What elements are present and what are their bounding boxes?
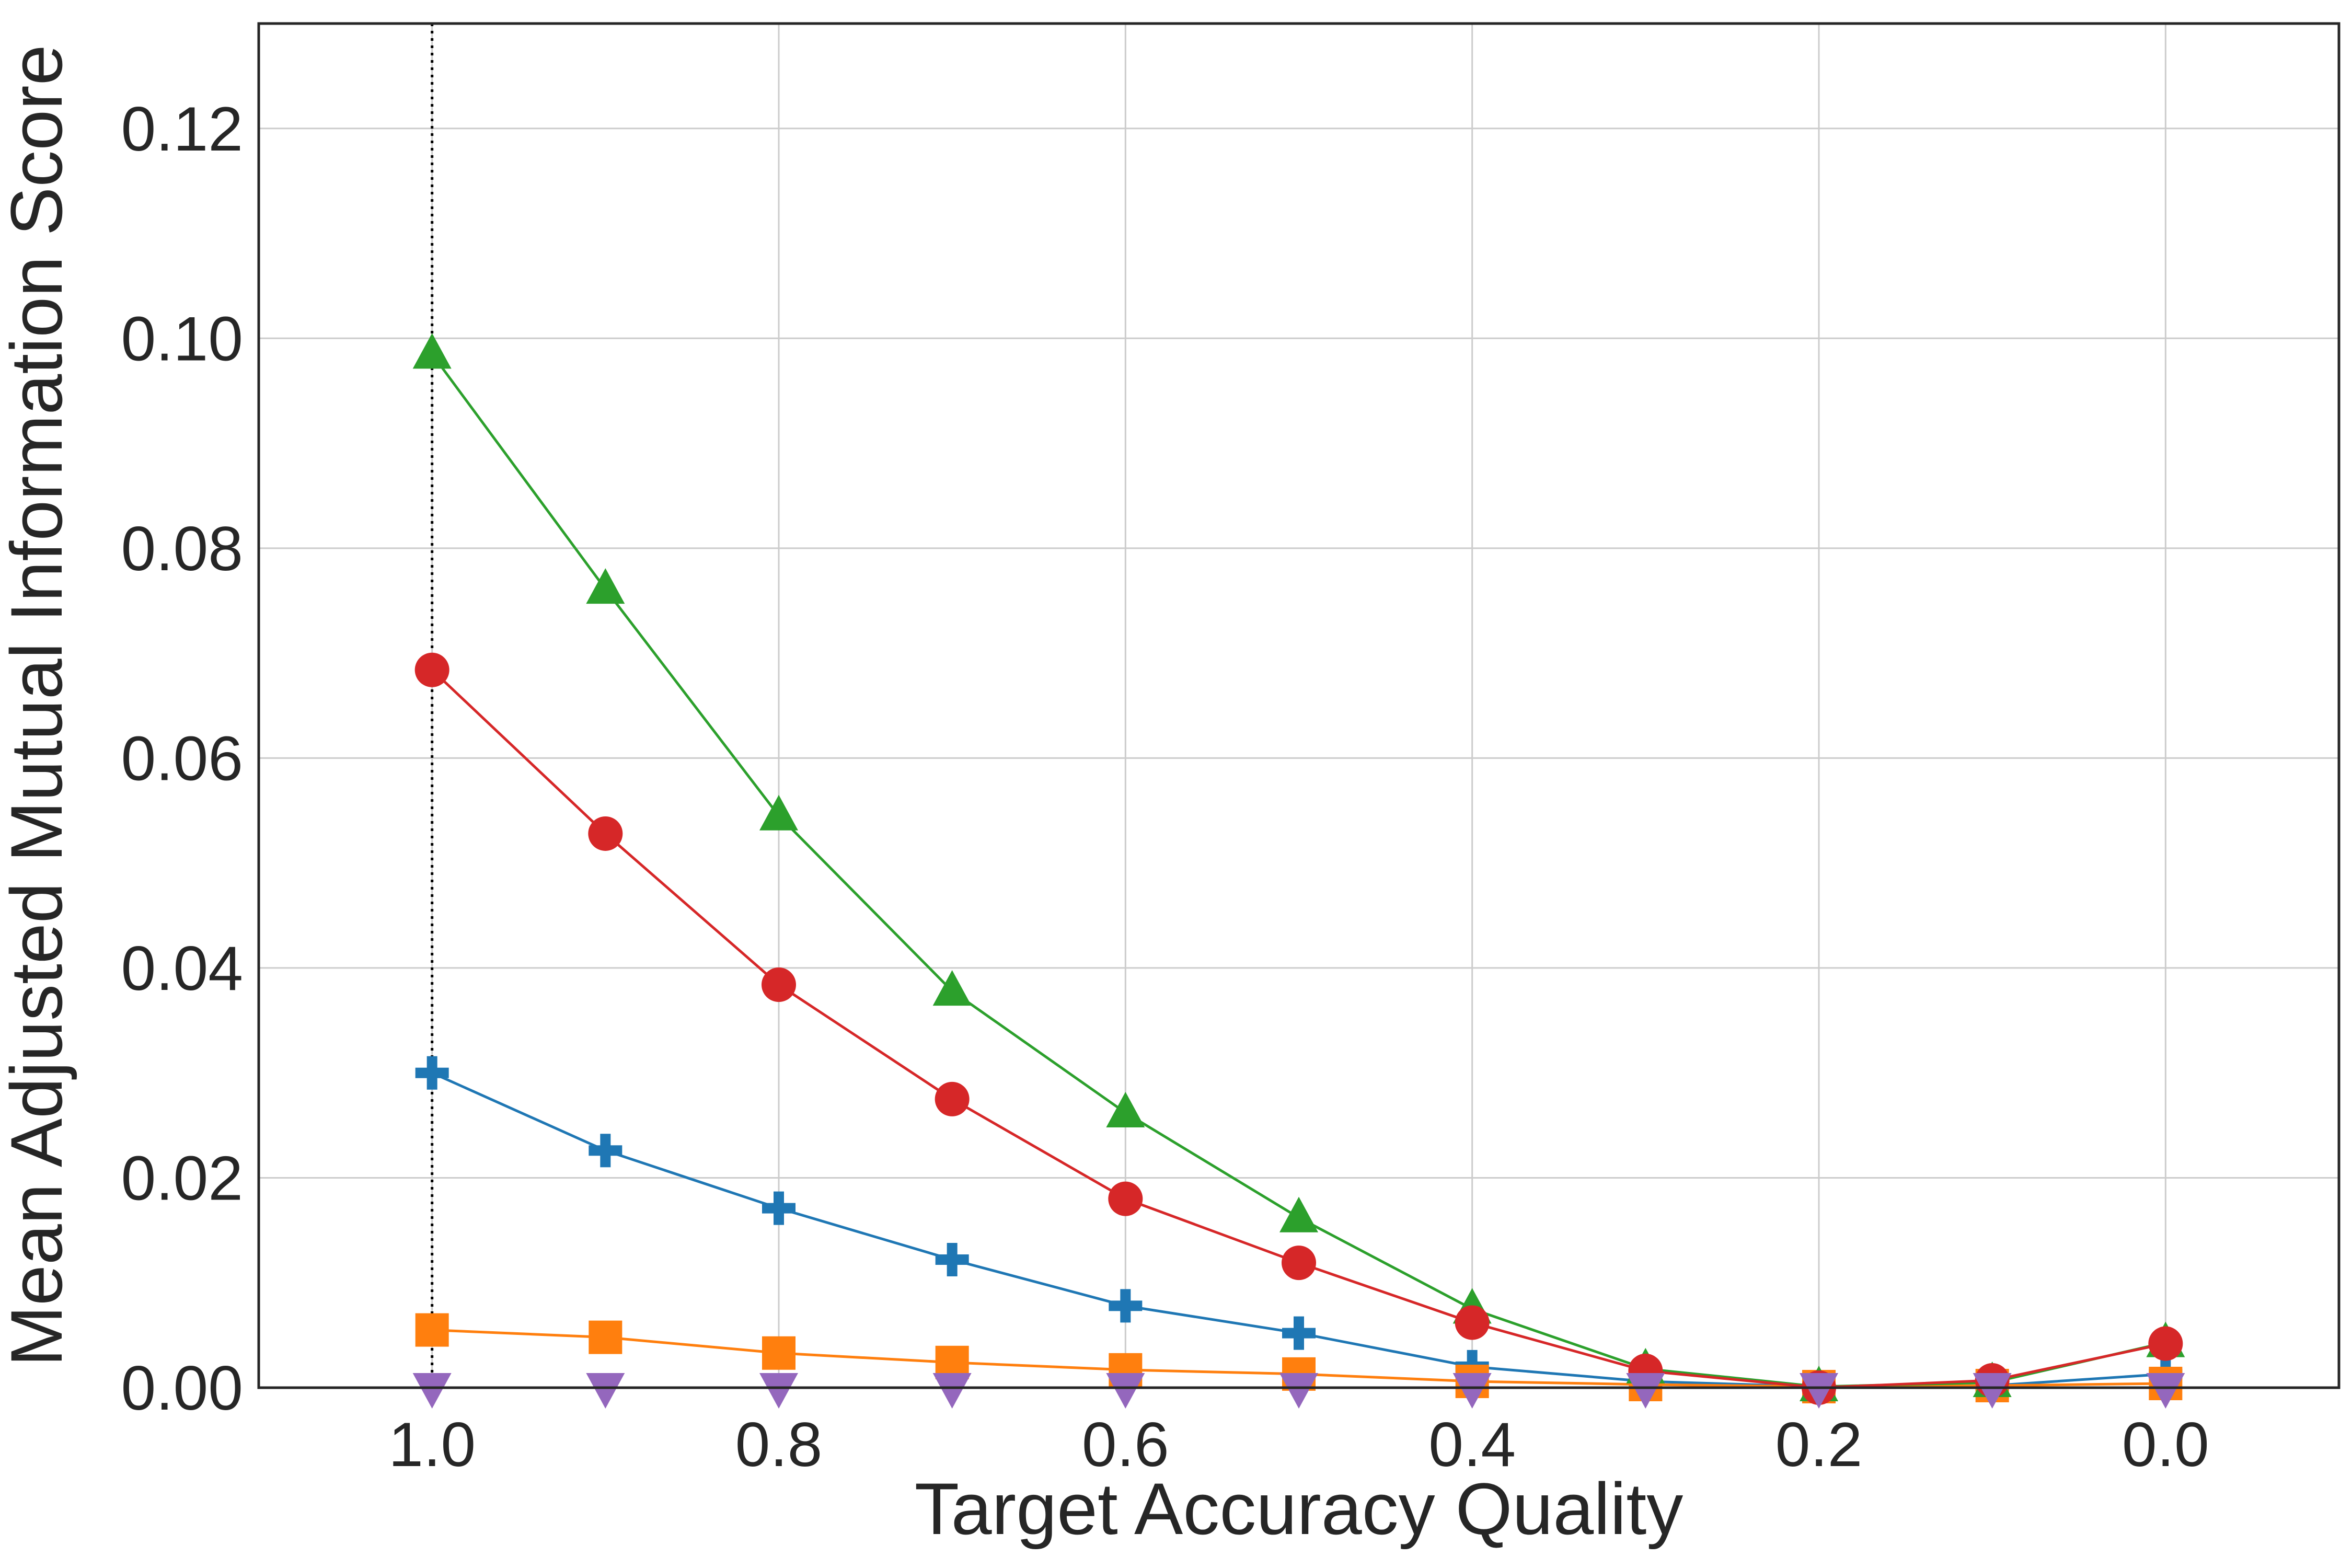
data-point xyxy=(1626,1373,1665,1409)
x-tick-label: 1.0 xyxy=(388,1410,476,1480)
data-point xyxy=(759,1373,798,1409)
y-tick-label: 0.08 xyxy=(121,514,243,584)
y-tick-label: 0.04 xyxy=(121,933,243,1004)
data-point xyxy=(414,652,449,687)
data-point xyxy=(1282,1246,1316,1281)
data-point xyxy=(932,970,972,1006)
y-axis-label: Mean Adjusted Mutual Information Score xyxy=(0,44,77,1366)
series-4 xyxy=(414,652,2183,1405)
data-point xyxy=(2148,1326,2183,1361)
data-point xyxy=(932,1373,972,1409)
x-axis-label: Target Accuracy Quality xyxy=(915,1468,1684,1550)
data-point xyxy=(935,1081,970,1116)
data-point xyxy=(1282,1316,1316,1350)
data-point xyxy=(1455,1305,1490,1340)
data-point xyxy=(935,1243,969,1277)
data-point xyxy=(586,568,625,604)
x-tick-label: 0.0 xyxy=(2122,1410,2209,1480)
data-point xyxy=(589,1134,622,1168)
data-point xyxy=(2146,1373,2185,1409)
x-tick-label: 0.8 xyxy=(735,1410,823,1480)
data-point xyxy=(586,1373,625,1409)
data-point xyxy=(589,1320,622,1354)
data-point xyxy=(1108,1181,1143,1216)
data-point xyxy=(1800,1373,1838,1409)
x-tick-label: 0.6 xyxy=(1082,1410,1169,1480)
y-tick-label: 0.12 xyxy=(121,94,243,164)
data-point xyxy=(415,1313,449,1347)
data-point xyxy=(1452,1373,1492,1409)
y-tick-label: 0.10 xyxy=(121,304,243,374)
data-point xyxy=(1279,1196,1318,1232)
data-point xyxy=(759,794,798,831)
data-point xyxy=(762,967,796,1002)
grid-lines xyxy=(259,24,2339,1389)
data-point xyxy=(762,1336,795,1370)
y-tick-label: 0.00 xyxy=(121,1353,243,1423)
y-tick-labels: 0.00 0.02 0.04 0.06 0.08 0.10 0.12 xyxy=(121,94,243,1423)
data-point xyxy=(412,333,452,369)
data-point xyxy=(412,1373,452,1409)
data-point xyxy=(1109,1289,1143,1323)
data-point xyxy=(1106,1091,1145,1127)
y-tick-label: 0.06 xyxy=(121,723,243,793)
data-point xyxy=(588,816,623,851)
data-point xyxy=(1973,1373,2012,1409)
plot-frame xyxy=(257,22,2341,1389)
x-tick-labels: 1.0 0.8 0.6 0.4 0.2 0.0 xyxy=(388,1410,2209,1480)
data-point xyxy=(1279,1373,1318,1409)
data-point xyxy=(1106,1373,1145,1409)
data-point xyxy=(762,1191,795,1225)
y-tick-label: 0.02 xyxy=(121,1143,243,1213)
data-point xyxy=(415,1056,449,1090)
x-tick-label: 0.2 xyxy=(1775,1410,1863,1480)
x-tick-label: 0.4 xyxy=(1428,1410,1516,1480)
